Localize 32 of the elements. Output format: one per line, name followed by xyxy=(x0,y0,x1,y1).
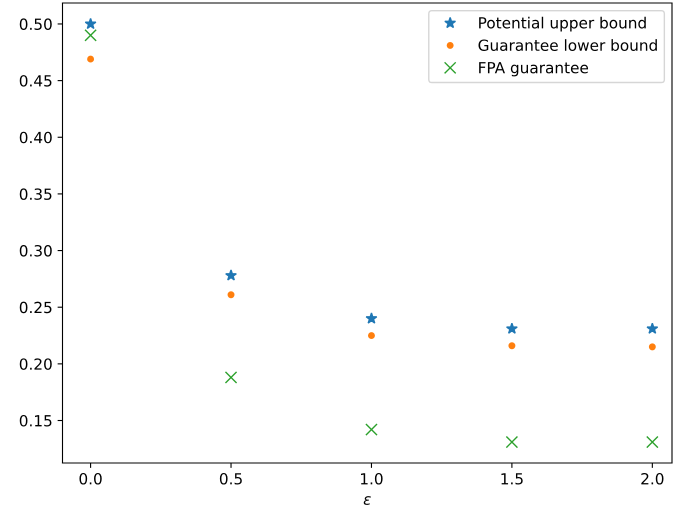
point xyxy=(508,342,516,350)
point xyxy=(84,18,97,30)
point xyxy=(84,29,97,42)
x-tick-label: 2.0 xyxy=(641,472,664,485)
point xyxy=(228,291,234,298)
point xyxy=(648,343,656,350)
legend-label: Potential upper bound xyxy=(479,16,646,32)
y-tick-label: 0.45 xyxy=(20,75,52,87)
point xyxy=(646,322,658,334)
x-tick-label: 0.0 xyxy=(79,472,102,485)
x-tick-label: 1.0 xyxy=(360,472,383,485)
y-tick-label: 0.15 xyxy=(20,414,52,427)
y-tick-label: 0.50 xyxy=(20,18,52,30)
point xyxy=(225,269,238,281)
point xyxy=(506,322,518,334)
point xyxy=(365,423,378,436)
y-tick-label: 0.20 xyxy=(20,358,52,370)
y-tick-label: 0.40 xyxy=(20,132,52,144)
point xyxy=(365,312,378,324)
legend-label: Guarantee lower bound xyxy=(478,39,657,51)
point xyxy=(646,436,659,448)
point xyxy=(368,332,375,340)
point xyxy=(506,436,518,448)
x-tick-label: 1.5 xyxy=(501,473,523,485)
y-tick-label: 0.30 xyxy=(20,245,52,257)
x-tick-label: 0.5 xyxy=(220,472,242,485)
y-tick-label: 0.25 xyxy=(20,302,52,314)
legend-label: FPA guarantee xyxy=(479,62,588,76)
point xyxy=(87,56,94,63)
x-axis-title: ε xyxy=(364,496,371,505)
point xyxy=(224,371,238,384)
y-tick-label: 0.35 xyxy=(20,188,52,200)
